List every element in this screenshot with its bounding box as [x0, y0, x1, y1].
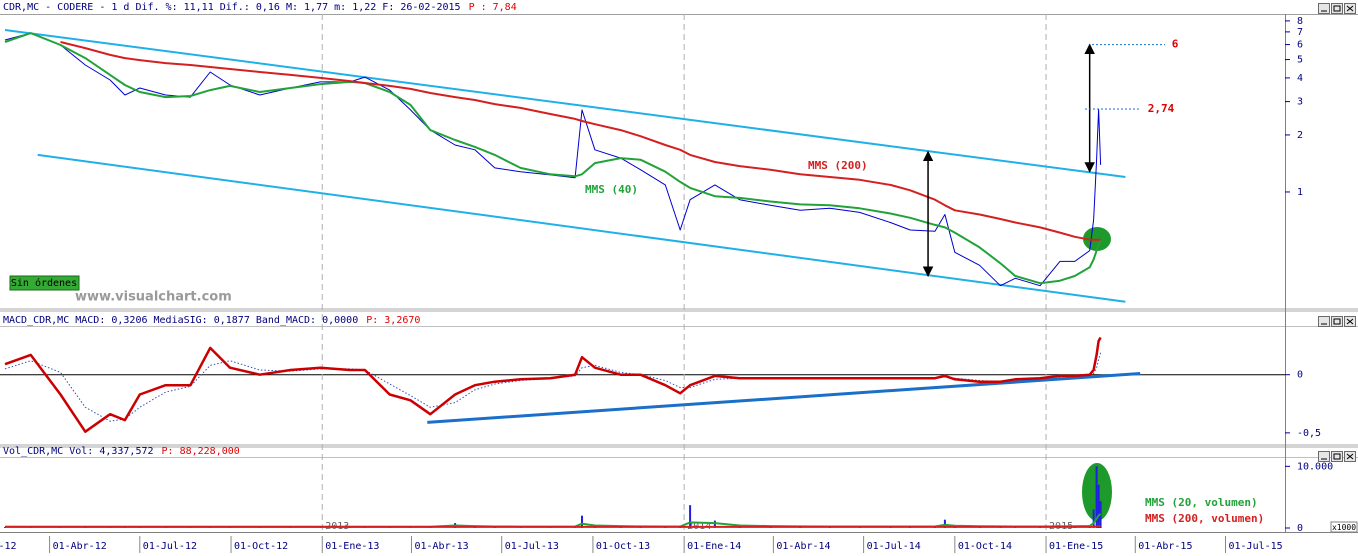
series-line	[4, 32, 1102, 287]
x-tick-label: 01-Abr-12	[53, 541, 107, 552]
trend-line	[427, 372, 1141, 424]
volume-bar	[3, 527, 6, 528]
panel-header: Vol_CDR,MC Vol: 4,337,572	[3, 446, 154, 457]
panel-header: CDR,MC - CODERE - 1 d Dif. %: 11,11 Dif.…	[3, 2, 461, 13]
window-buttons[interactable]	[1318, 451, 1356, 462]
x-tick-label: 01-Abr-15	[1138, 541, 1192, 552]
series-label: MMS (200)	[808, 159, 868, 172]
volume-bar	[1097, 484, 1100, 528]
window-buttons[interactable]	[1318, 3, 1356, 14]
window-buttons[interactable]	[1318, 316, 1356, 327]
series-line	[4, 336, 1102, 433]
y-tick-label: 5	[1297, 55, 1303, 66]
watermark: www.visualchart.com	[75, 290, 232, 305]
x-tick-label: 01-Ene-15	[1049, 541, 1103, 552]
level-label: 2,74	[1148, 102, 1175, 115]
x-tick-label: 01-Abr-14	[776, 541, 830, 552]
volume-bar	[581, 515, 584, 528]
volume-bar	[1092, 509, 1095, 528]
trend-line	[4, 29, 1126, 178]
y-tick-label: 0	[1297, 370, 1303, 381]
orders-button[interactable]	[9, 275, 80, 291]
x-tick-label: 01-Ene-13	[325, 541, 379, 552]
y-tick-label: 7	[1297, 27, 1303, 38]
x-tick-label: 01-Jul-15	[1229, 541, 1283, 552]
panel-header-price: P : 7,84	[469, 2, 517, 13]
plot-area	[4, 29, 1126, 303]
series-label: MMS (20, volumen)	[1145, 496, 1258, 509]
volume-bar	[689, 505, 692, 528]
y-tick-label: 3	[1297, 97, 1303, 108]
plot-area	[3, 466, 1102, 528]
y-tick-label: 10.000	[1297, 461, 1333, 472]
x-tick-label: 01-Ene-12	[0, 541, 17, 552]
volume-bar	[1095, 466, 1098, 528]
trend-line	[37, 153, 1126, 303]
y-tick-label: -0,5	[1297, 428, 1321, 439]
x-tick-label: 01-Oct-14	[958, 541, 1012, 552]
y-tick-label: 1	[1297, 187, 1303, 198]
y-tick-label: 0	[1297, 523, 1303, 534]
y-tick-label: 4	[1297, 73, 1303, 84]
x-tick-label: 01-Ene-14	[687, 541, 741, 552]
series-line	[5, 525, 1101, 528]
series-line	[4, 32, 1102, 285]
y-tick-label: 6	[1297, 40, 1303, 51]
panel-separator	[0, 308, 1358, 312]
series-label: MMS (200, volumen)	[1145, 512, 1264, 525]
y-tick-label: 2	[1297, 130, 1303, 141]
orders-button-label[interactable]: Sin órdenes	[11, 277, 77, 289]
panel-header: MACD_CDR,MC MACD: 0,3206 MediaSIG: 0,187…	[3, 315, 358, 326]
y-multiplier: x1000	[1332, 523, 1356, 532]
x-tick-label: 01-Jul-14	[867, 541, 921, 552]
x-tick-label: 01-Jul-12	[143, 541, 197, 552]
x-tick-label: 01-Jul-13	[505, 541, 559, 552]
plot-area	[4, 336, 1141, 433]
x-tick-label: 01-Oct-13	[596, 541, 650, 552]
volume-bar	[943, 519, 946, 528]
panel-separator	[0, 444, 1358, 448]
volume-bar	[713, 520, 716, 528]
multiplier-box	[1330, 521, 1358, 533]
x-tick-label: 01-Abr-13	[414, 541, 468, 552]
x-tick-label: 01-Oct-12	[234, 541, 288, 552]
y-tick-label: 8	[1297, 16, 1303, 27]
series-line	[60, 41, 1101, 241]
series-label: MMS (40)	[585, 183, 638, 196]
level-label: 6	[1172, 38, 1179, 51]
panel-header-price: P: 88,228,000	[162, 446, 240, 457]
panel-header-price: P: 3,2670	[366, 315, 420, 326]
